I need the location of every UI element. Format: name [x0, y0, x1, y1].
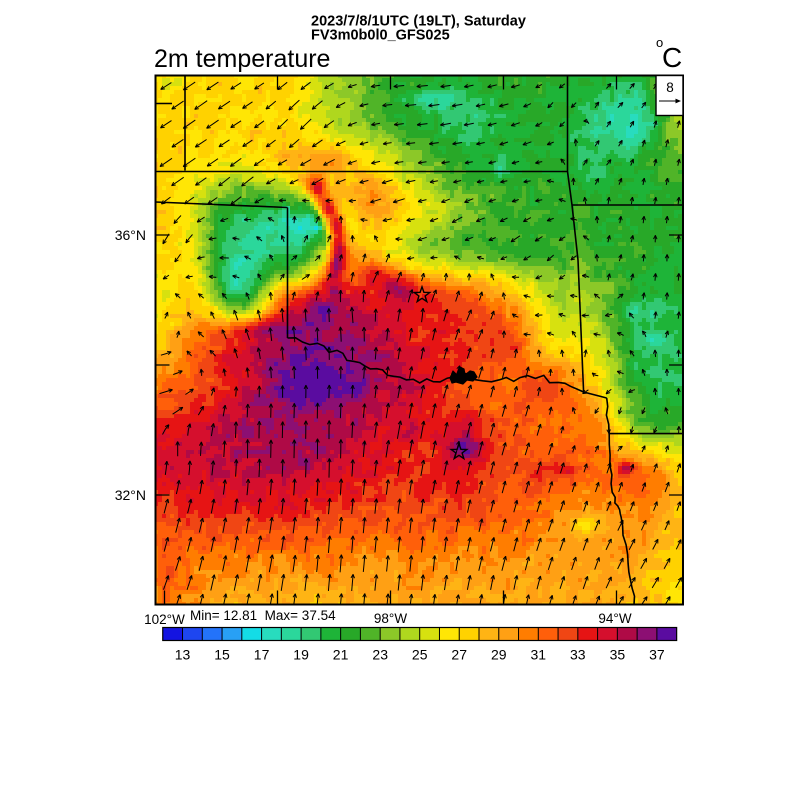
svg-text:29: 29: [491, 647, 507, 663]
svg-text:32°N: 32°N: [115, 487, 146, 503]
svg-text:25: 25: [412, 647, 428, 663]
svg-text:94°W: 94°W: [598, 611, 631, 626]
svg-text:FV3m0b0l0_GFS025: FV3m0b0l0_GFS025: [311, 28, 450, 44]
svg-text:98°W: 98°W: [374, 611, 407, 626]
svg-text:C: C: [662, 42, 682, 73]
svg-text:15: 15: [214, 647, 230, 663]
svg-text:27: 27: [451, 647, 467, 663]
svg-text:2023/7/8/1UTC (19LT), Saturday: 2023/7/8/1UTC (19LT), Saturday: [311, 14, 526, 30]
svg-text:21: 21: [333, 647, 349, 663]
svg-text:17: 17: [254, 647, 270, 663]
svg-text:33: 33: [570, 647, 586, 663]
svg-text:19: 19: [293, 647, 309, 663]
svg-text:102°W: 102°W: [144, 612, 185, 627]
svg-text:o: o: [656, 35, 663, 50]
svg-text:13: 13: [175, 647, 191, 663]
svg-text:Min= 12.81 Max= 37.54: Min= 12.81 Max= 37.54: [190, 608, 336, 623]
svg-text:31: 31: [531, 647, 547, 663]
svg-text:23: 23: [372, 647, 388, 663]
svg-text:8: 8: [666, 80, 674, 95]
svg-text:2m temperature: 2m temperature: [154, 45, 330, 73]
svg-text:37: 37: [649, 647, 665, 663]
svg-text:35: 35: [610, 647, 626, 663]
svg-text:36°N: 36°N: [115, 227, 146, 243]
